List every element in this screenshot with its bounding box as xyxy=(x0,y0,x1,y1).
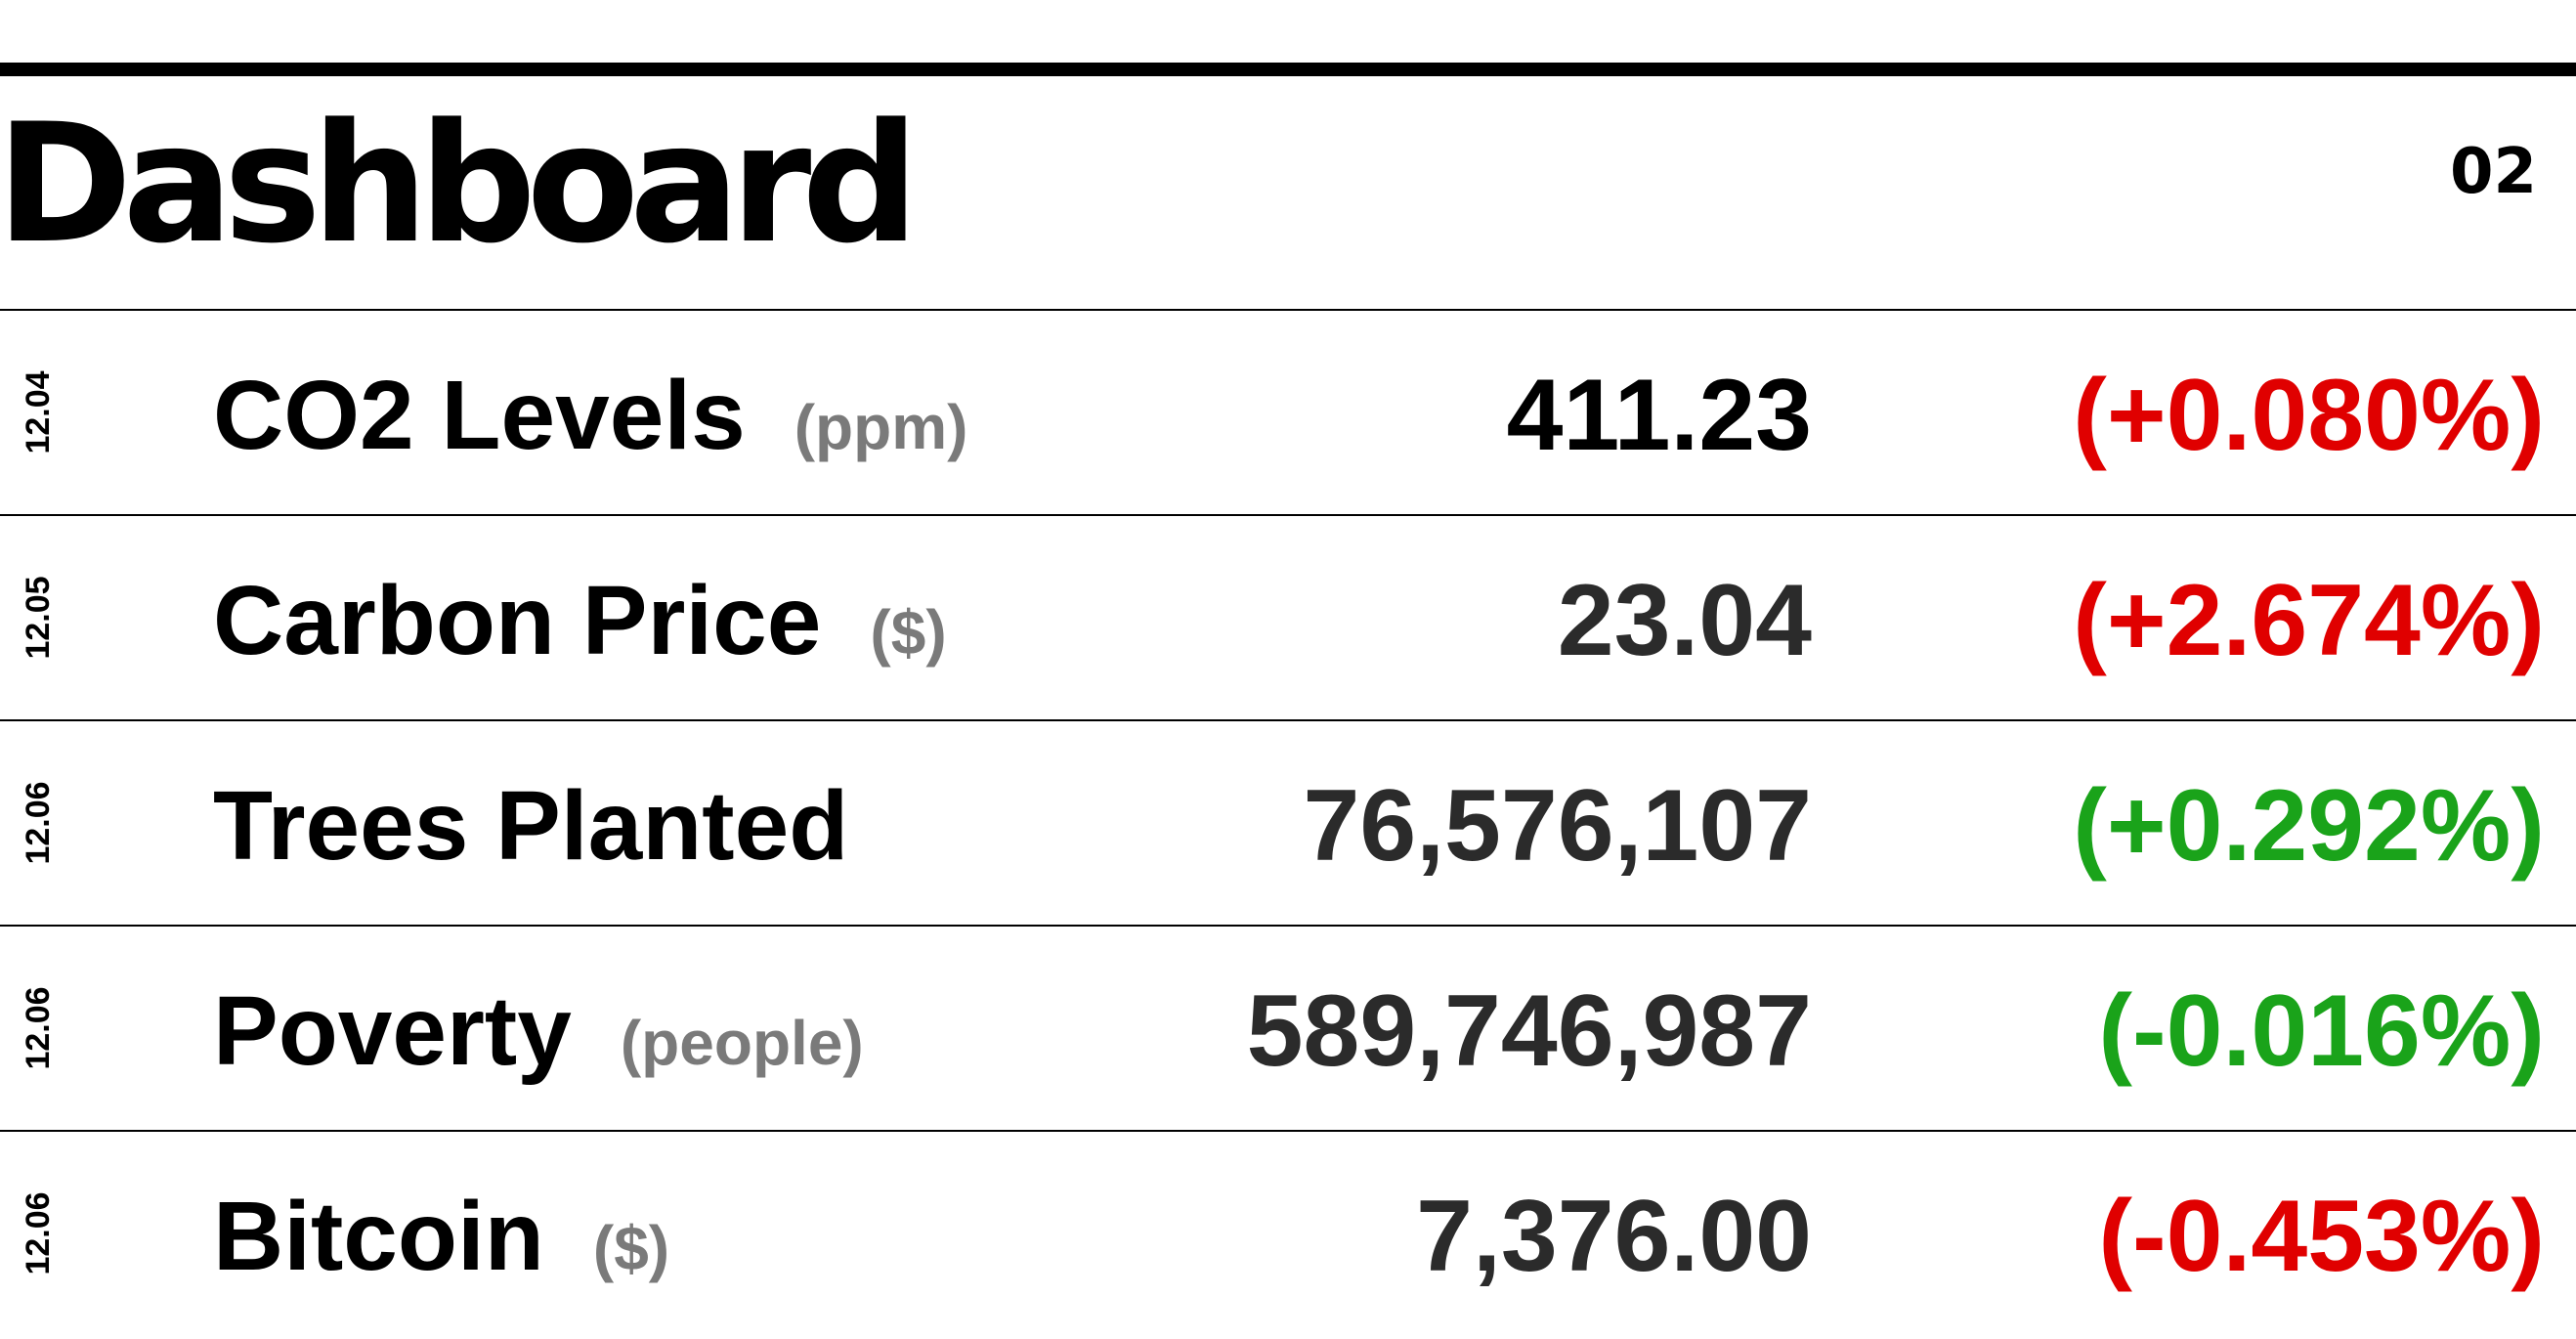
metric-name: CO2 Levels xyxy=(213,361,746,470)
metric-name: Carbon Price xyxy=(213,566,822,675)
metric-label: Poverty (people) xyxy=(213,977,864,1085)
metric-label: Trees Planted xyxy=(213,772,848,880)
metric-name: Bitcoin xyxy=(213,1182,544,1291)
metric-row-carbon-price[interactable]: 12.05 Carbon Price ($) 23.04 (+2.674%) xyxy=(0,514,2576,719)
metric-unit: ($) xyxy=(592,1213,670,1283)
metric-change: (-0.453%) xyxy=(2098,1180,2545,1293)
metric-value: 411.23 xyxy=(1506,359,1812,472)
metric-change: (+0.292%) xyxy=(2073,769,2545,883)
metric-row-poverty[interactable]: 12.06 Poverty (people) 589,746,987 (-0.0… xyxy=(0,925,2576,1130)
metric-label: CO2 Levels (ppm) xyxy=(213,362,967,469)
metric-value: 589,746,987 xyxy=(1246,974,1812,1088)
metric-unit: ($) xyxy=(870,597,947,668)
metric-change: (-0.016%) xyxy=(2098,974,2545,1088)
metric-name: Poverty xyxy=(213,976,572,1086)
metric-unit: (ppm) xyxy=(794,392,968,462)
metric-name: Trees Planted xyxy=(213,771,849,881)
metric-change: (+2.674%) xyxy=(2073,564,2545,677)
metric-value: 76,576,107 xyxy=(1303,769,1812,883)
page-title: Dashboard xyxy=(0,88,920,280)
metric-label: Bitcoin ($) xyxy=(213,1183,669,1290)
metric-unit: (people) xyxy=(620,1008,864,1078)
top-rule xyxy=(0,63,2576,76)
metric-date: 12.06 xyxy=(20,781,57,865)
metrics-list: 12.04 CO2 Levels (ppm) 411.23 (+0.080%) … xyxy=(0,309,2576,1335)
page-number: 02 xyxy=(2449,136,2537,208)
metric-value: 7,376.00 xyxy=(1416,1180,1812,1293)
metric-date: 12.06 xyxy=(20,986,57,1070)
metric-change: (+0.080%) xyxy=(2073,359,2545,472)
metric-row-trees-planted[interactable]: 12.06 Trees Planted 76,576,107 (+0.292%) xyxy=(0,719,2576,925)
metric-row-co2[interactable]: 12.04 CO2 Levels (ppm) 411.23 (+0.080%) xyxy=(0,309,2576,514)
metric-label: Carbon Price ($) xyxy=(213,567,947,674)
metric-value: 23.04 xyxy=(1557,564,1812,677)
metric-date: 12.06 xyxy=(20,1191,57,1275)
metric-date: 12.04 xyxy=(20,370,57,454)
metric-date: 12.05 xyxy=(20,576,57,660)
metric-row-bitcoin[interactable]: 12.06 Bitcoin ($) 7,376.00 (-0.453%) xyxy=(0,1130,2576,1335)
